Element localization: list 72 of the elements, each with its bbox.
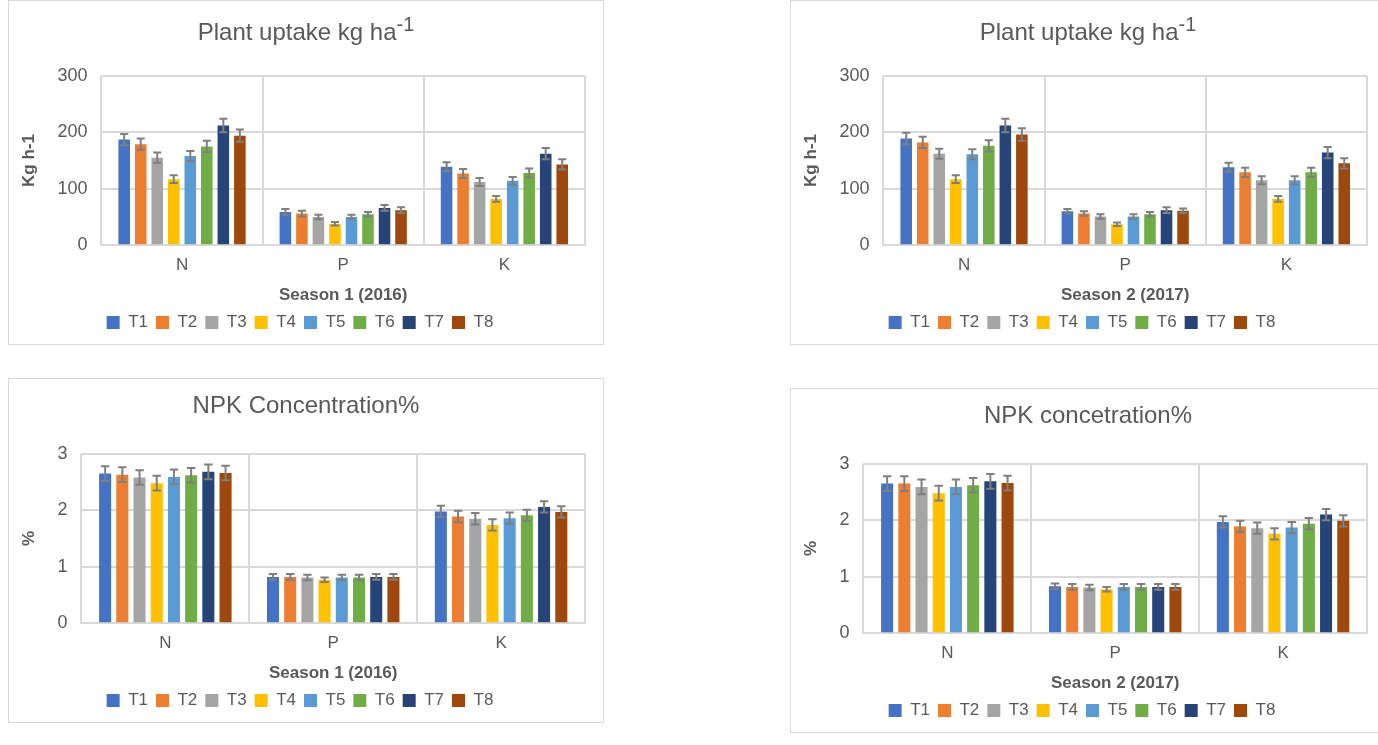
x-tick-label: N <box>159 633 172 653</box>
legend-label: T5 <box>1107 700 1128 720</box>
legend-label: T8 <box>473 690 494 710</box>
x-axis-title: Season 2 (2017) <box>1060 285 1190 305</box>
x-tick-label: N <box>175 255 189 275</box>
legend-label: T6 <box>374 312 395 332</box>
y-tick-label: 2 <box>839 509 850 530</box>
legend-label: T6 <box>374 690 395 710</box>
x-tick-label: K <box>1277 643 1290 663</box>
x-tick-label: K <box>498 255 511 275</box>
x-tick-label: N <box>957 255 971 275</box>
legend-label: T1 <box>910 312 930 332</box>
y-tick-label: 200 <box>839 121 870 142</box>
legend-label: T5 <box>325 312 346 332</box>
y-tick-label: 1 <box>839 565 850 586</box>
y-tick-label: 1 <box>57 555 68 576</box>
legend-label: T3 <box>1008 700 1029 720</box>
legend-label: T1 <box>128 690 148 710</box>
chart-title: Plant uptake kg ha$^{-1}$ <box>196 13 416 46</box>
y-tick-label: 300 <box>57 64 88 85</box>
chart-title: NPK Concentration% <box>191 391 421 419</box>
y-tick-label: 3 <box>57 442 68 463</box>
y-tick-label: 0 <box>839 622 850 643</box>
chart-title: NPK concetration% <box>982 401 1194 429</box>
y-tick-label: 0 <box>859 234 870 255</box>
x-tick-label: P <box>337 255 349 275</box>
x-axis-title: Season 1 (2016) <box>278 285 408 305</box>
x-tick-label: K <box>1280 255 1293 275</box>
legend-label: T1 <box>910 700 930 720</box>
legend-label: T6 <box>1156 700 1177 720</box>
legend-label: T8 <box>1255 700 1276 720</box>
y-tick-label: 100 <box>57 177 88 198</box>
x-tick-label: P <box>1119 255 1131 275</box>
x-axis-title: Season 2 (2017) <box>1050 673 1180 693</box>
legend-label: T5 <box>325 690 346 710</box>
y-axis-title: Kg h-1 <box>800 134 820 187</box>
legend-label: T4 <box>276 690 296 710</box>
legend-label: T2 <box>177 312 198 332</box>
legend-label: T3 <box>226 690 247 710</box>
y-tick-label: 300 <box>839 64 870 85</box>
x-tick-label: K <box>495 633 508 653</box>
legend-label: T3 <box>226 312 247 332</box>
legend-label: T7 <box>424 312 445 332</box>
legend-label: T6 <box>1156 312 1177 332</box>
chart-title: Plant uptake kg ha$^{-1}$ <box>978 13 1198 46</box>
y-tick-label: 3 <box>839 452 850 473</box>
legend-label: T4 <box>1058 700 1078 720</box>
x-axis-title: Season 1 (2016) <box>268 663 398 683</box>
legend-label: T8 <box>1255 312 1276 332</box>
legend-label: T1 <box>128 312 148 332</box>
legend-label: T5 <box>1107 312 1128 332</box>
legend-label: T2 <box>959 700 980 720</box>
x-tick-label: P <box>1109 643 1121 663</box>
y-tick-label: 100 <box>839 177 870 198</box>
y-axis-title: Kg h-1 <box>18 134 38 187</box>
x-tick-label: P <box>327 633 339 653</box>
y-tick-label: 2 <box>57 499 68 520</box>
y-axis-title: % <box>800 540 820 557</box>
legend-label: T7 <box>1206 700 1227 720</box>
legend-label: T3 <box>1008 312 1029 332</box>
y-tick-label: 0 <box>77 234 88 255</box>
legend-label: T7 <box>424 690 445 710</box>
legend-label: T2 <box>959 312 980 332</box>
legend-label: T7 <box>1206 312 1227 332</box>
legend-label: T4 <box>276 312 296 332</box>
y-tick-label: 0 <box>57 612 68 633</box>
y-tick-label: 200 <box>57 121 88 142</box>
y-axis-title: % <box>18 530 38 547</box>
x-tick-label: N <box>941 643 954 663</box>
legend-label: T8 <box>473 312 494 332</box>
legend-label: T2 <box>177 690 198 710</box>
legend-label: T4 <box>1058 312 1078 332</box>
